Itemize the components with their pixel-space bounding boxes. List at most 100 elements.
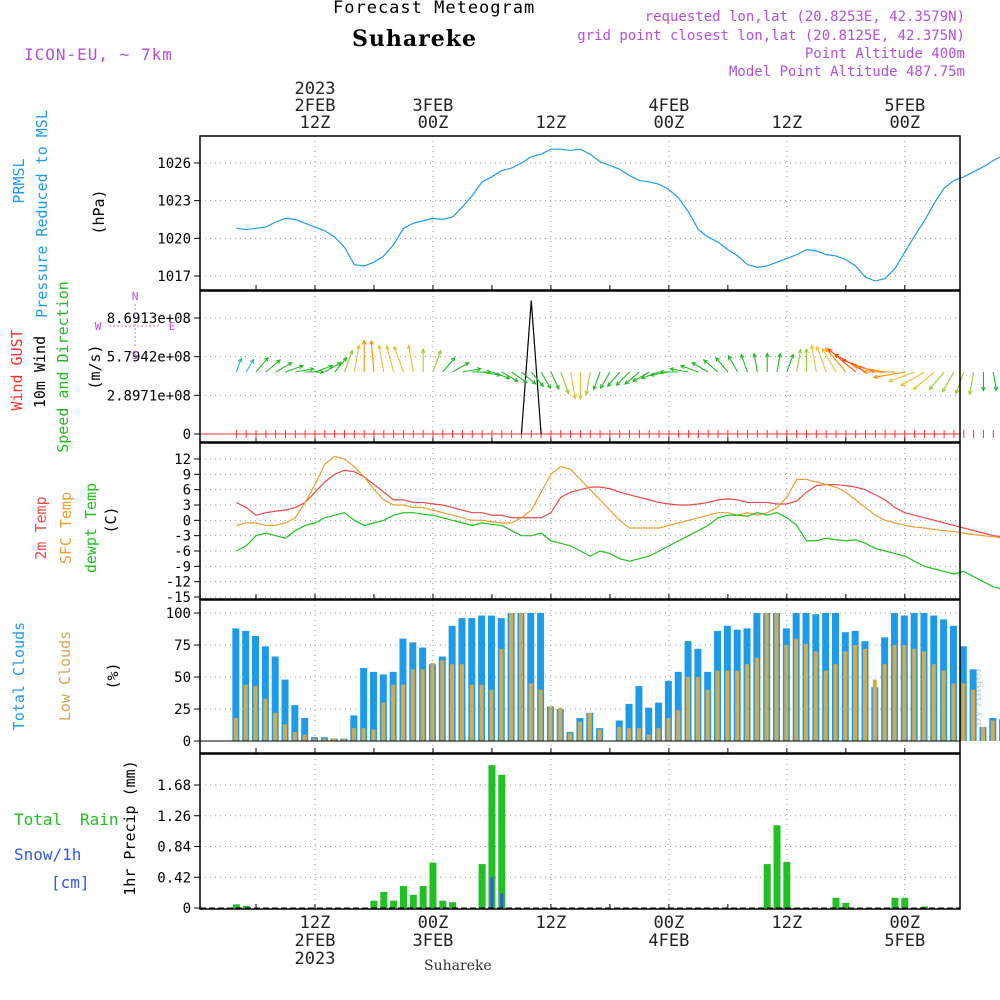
ytick-label-wind-3: 8.6913e+08 <box>107 311 191 327</box>
wind-arrow-head <box>752 352 757 358</box>
panel-frame-wind <box>199 290 961 443</box>
wind-arrow-shaft <box>560 371 570 394</box>
wind-arrow-head <box>702 359 708 364</box>
ytick-label-temperature-9: 12 <box>174 452 191 468</box>
wind-arrow-shaft <box>324 362 342 373</box>
low-cloud-bar <box>774 613 779 741</box>
low-cloud-bar <box>804 643 808 741</box>
total-cloud-bar <box>301 717 309 741</box>
wind-arrow-head <box>624 380 630 385</box>
low-cloud-bar <box>912 648 917 741</box>
ytick-label-pressure-1: 1020 <box>157 231 191 247</box>
wind-arrow-head <box>853 364 859 370</box>
wind-arrow-head <box>342 356 348 362</box>
top-time-label-0-2: 12Z <box>300 113 331 133</box>
ytick-label-pressure-2: 1023 <box>157 194 191 210</box>
low-cloud-bar <box>754 657 759 741</box>
low-cloud-bar <box>862 648 867 741</box>
low-cloud-bar <box>627 728 632 741</box>
ytick-label-temperature-1: -12 <box>166 575 191 591</box>
wind-arrow-head <box>691 362 697 367</box>
wind-arrow-shaft <box>854 366 886 373</box>
wind-arrow-shaft <box>929 371 945 390</box>
low-cloud-bar <box>459 664 464 741</box>
total-cloud-bar <box>360 668 368 741</box>
low-cloud-bar <box>892 645 897 741</box>
wind-arrow-shaft <box>593 371 601 390</box>
low-cloud-bar <box>538 689 543 741</box>
wind-arrow-shaft <box>753 353 758 373</box>
wind-arrow-shaft <box>245 359 254 373</box>
wind-arrow-head <box>539 382 544 388</box>
low-cloud-bar <box>794 638 799 741</box>
wind-arrow-head <box>505 375 511 380</box>
wind-arrow-shaft <box>353 345 360 373</box>
low-cloud-bar <box>725 670 730 741</box>
wind-arrow-head <box>649 372 655 377</box>
requested-coords: requested lon,lat (20.8253E, 42.3579N) <box>644 9 965 25</box>
low-cloud-bar <box>391 684 396 741</box>
wind-arrow-shaft <box>570 371 576 399</box>
low-cloud-bar <box>705 689 710 741</box>
total-cloud-bar <box>527 613 535 741</box>
wind-arrow-head <box>361 339 367 345</box>
ytick-label-precip-1: 0.42 <box>157 870 191 886</box>
rain-bar <box>380 891 388 908</box>
wind-arrow-head <box>640 375 646 380</box>
bottom-time-label-1-0: 00Z <box>418 913 449 933</box>
low-cloud-bar <box>656 728 661 741</box>
wind-arrow-head <box>764 352 770 358</box>
low-cloud-bar <box>253 685 258 741</box>
low-cloud-bar <box>430 662 435 741</box>
wind-arrow-shaft <box>607 371 621 387</box>
rain-bar <box>390 900 398 908</box>
total-cloud-bar <box>625 703 633 741</box>
wind-arrow-shaft <box>550 371 560 390</box>
compass-e-label: E <box>169 320 176 333</box>
wind-arrow-head <box>249 358 254 364</box>
ytick-label-clouds-4: 100 <box>166 606 191 622</box>
wind-arrow-head <box>777 352 782 358</box>
pressure-ylabel-unit: (hPa) <box>90 189 108 234</box>
low-cloud-bar <box>410 669 415 741</box>
wind-arrow-shaft <box>265 359 281 373</box>
rain-bar <box>763 864 771 908</box>
rain-bar <box>409 894 417 908</box>
rain-bar <box>399 886 407 908</box>
top-time-label-3-0: 4FEB <box>648 96 689 116</box>
ytick-label-precip-0: 0 <box>183 901 191 917</box>
wind-arrow-shaft <box>624 371 640 385</box>
rain-bar <box>901 897 909 908</box>
wind-arrow-head <box>809 344 815 350</box>
rain-bar <box>370 900 378 908</box>
bottom-time-label-0-2: 2023 <box>295 949 336 969</box>
total-cloud-bar <box>674 671 682 741</box>
wind-gust-ylabel: Wind GUST <box>8 329 26 410</box>
wind-arrow-head <box>309 367 315 372</box>
wind-arrow-head <box>862 369 868 375</box>
wind-arrow-head <box>993 386 999 392</box>
temp-sfc-line <box>236 455 1000 539</box>
wind-arrow-head <box>669 367 675 372</box>
low-cloud-bar <box>646 734 651 741</box>
wind-arrow-head <box>264 356 269 362</box>
low-cloud-bar <box>715 670 720 741</box>
top-time-label-5-1: 00Z <box>889 113 920 133</box>
wind-arrow-shaft <box>235 358 242 373</box>
wind-arrow-shaft <box>442 357 456 373</box>
rain-bar <box>419 886 427 908</box>
wind-arrow-head <box>888 377 894 383</box>
low-cloud-bar <box>587 712 592 741</box>
wind-arrow-shaft <box>900 371 925 386</box>
rain-bar <box>478 864 486 908</box>
wind-arrow-shaft <box>334 357 348 373</box>
bottom-time-label-3-0: 00Z <box>654 913 685 933</box>
total-cloud-bar <box>635 685 643 741</box>
top-time-label-0-1: 2FEB <box>295 96 336 116</box>
low-cloud-bar <box>509 613 514 741</box>
ytick-label-wind-2: 5.7942e+08 <box>107 350 191 366</box>
wind-arrow-head <box>632 377 638 382</box>
wind-arrow-shaft <box>295 368 314 373</box>
dewpt-line <box>236 512 1000 590</box>
wind-dir-ylabel: Speed and Direction <box>54 281 72 453</box>
